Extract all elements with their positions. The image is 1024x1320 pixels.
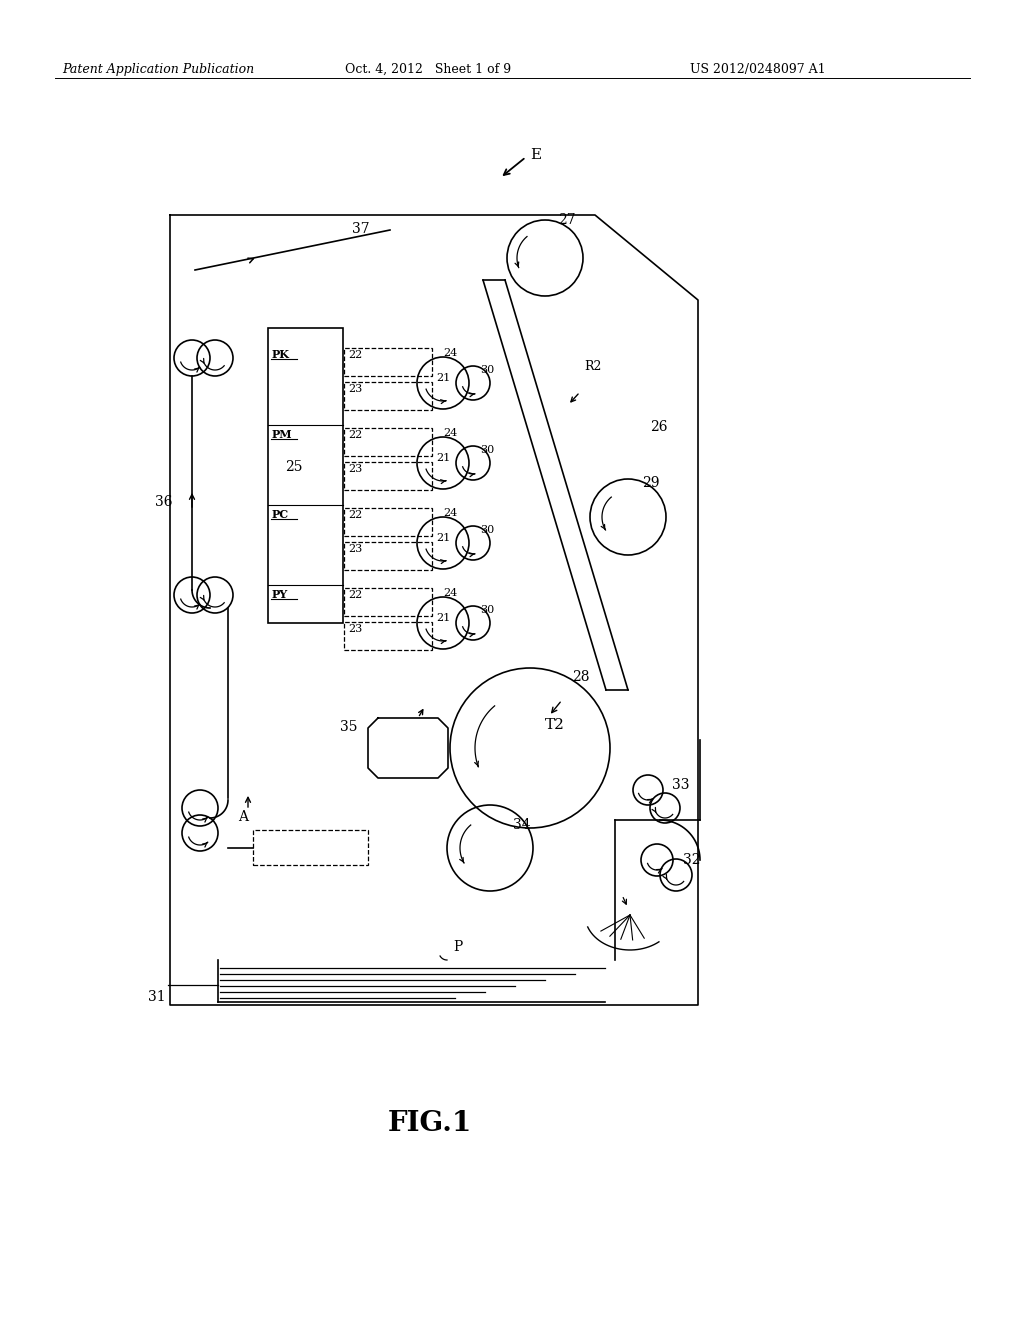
Text: FIG.1: FIG.1	[388, 1110, 472, 1137]
Text: P: P	[453, 940, 462, 954]
Text: 22: 22	[348, 430, 362, 440]
Text: 21: 21	[436, 612, 451, 623]
Text: 22: 22	[348, 350, 362, 360]
Bar	[344, 381, 432, 411]
Text: 24: 24	[443, 508, 458, 517]
Text: R2: R2	[584, 360, 601, 374]
Text: 25: 25	[285, 459, 302, 474]
Text: 30: 30	[480, 445, 495, 455]
Bar	[344, 543, 432, 570]
Text: 30: 30	[480, 605, 495, 615]
Text: Patent Application Publication: Patent Application Publication	[62, 63, 254, 77]
Bar	[253, 830, 368, 865]
Text: 21: 21	[436, 374, 451, 383]
Bar	[268, 327, 343, 623]
Bar	[344, 587, 432, 616]
Text: US 2012/0248097 A1: US 2012/0248097 A1	[690, 63, 825, 77]
Text: E: E	[530, 148, 541, 162]
Text: 22: 22	[348, 510, 362, 520]
Bar	[344, 622, 432, 649]
Bar	[344, 508, 432, 536]
Text: 36: 36	[155, 495, 172, 510]
Bar	[344, 462, 432, 490]
Text: 22: 22	[348, 590, 362, 601]
Text: 33: 33	[672, 777, 689, 792]
Text: PY: PY	[272, 589, 288, 601]
Text: 24: 24	[443, 348, 458, 358]
Text: 24: 24	[443, 428, 458, 438]
Text: T2: T2	[545, 718, 565, 733]
Text: Oct. 4, 2012   Sheet 1 of 9: Oct. 4, 2012 Sheet 1 of 9	[345, 63, 511, 77]
Text: 24: 24	[443, 587, 458, 598]
Text: 30: 30	[480, 366, 495, 375]
Text: 26: 26	[650, 420, 668, 434]
Text: 28: 28	[572, 671, 590, 684]
Text: 35: 35	[340, 719, 357, 734]
Text: 23: 23	[348, 624, 362, 634]
Text: 29: 29	[642, 477, 659, 490]
Bar	[344, 428, 432, 455]
Text: 23: 23	[348, 465, 362, 474]
Text: 31: 31	[148, 990, 166, 1005]
Bar	[344, 348, 432, 376]
Text: 27: 27	[558, 213, 575, 227]
Text: 30: 30	[480, 525, 495, 535]
Text: 23: 23	[348, 384, 362, 393]
Text: PK: PK	[272, 348, 290, 360]
Text: PM: PM	[272, 429, 293, 440]
Text: PC: PC	[272, 510, 289, 520]
Text: 21: 21	[436, 533, 451, 543]
Text: 37: 37	[352, 222, 370, 236]
Text: 21: 21	[436, 453, 451, 463]
Text: 23: 23	[348, 544, 362, 554]
Text: 32: 32	[683, 853, 700, 867]
Text: A: A	[238, 810, 248, 824]
Text: 34: 34	[513, 818, 530, 832]
